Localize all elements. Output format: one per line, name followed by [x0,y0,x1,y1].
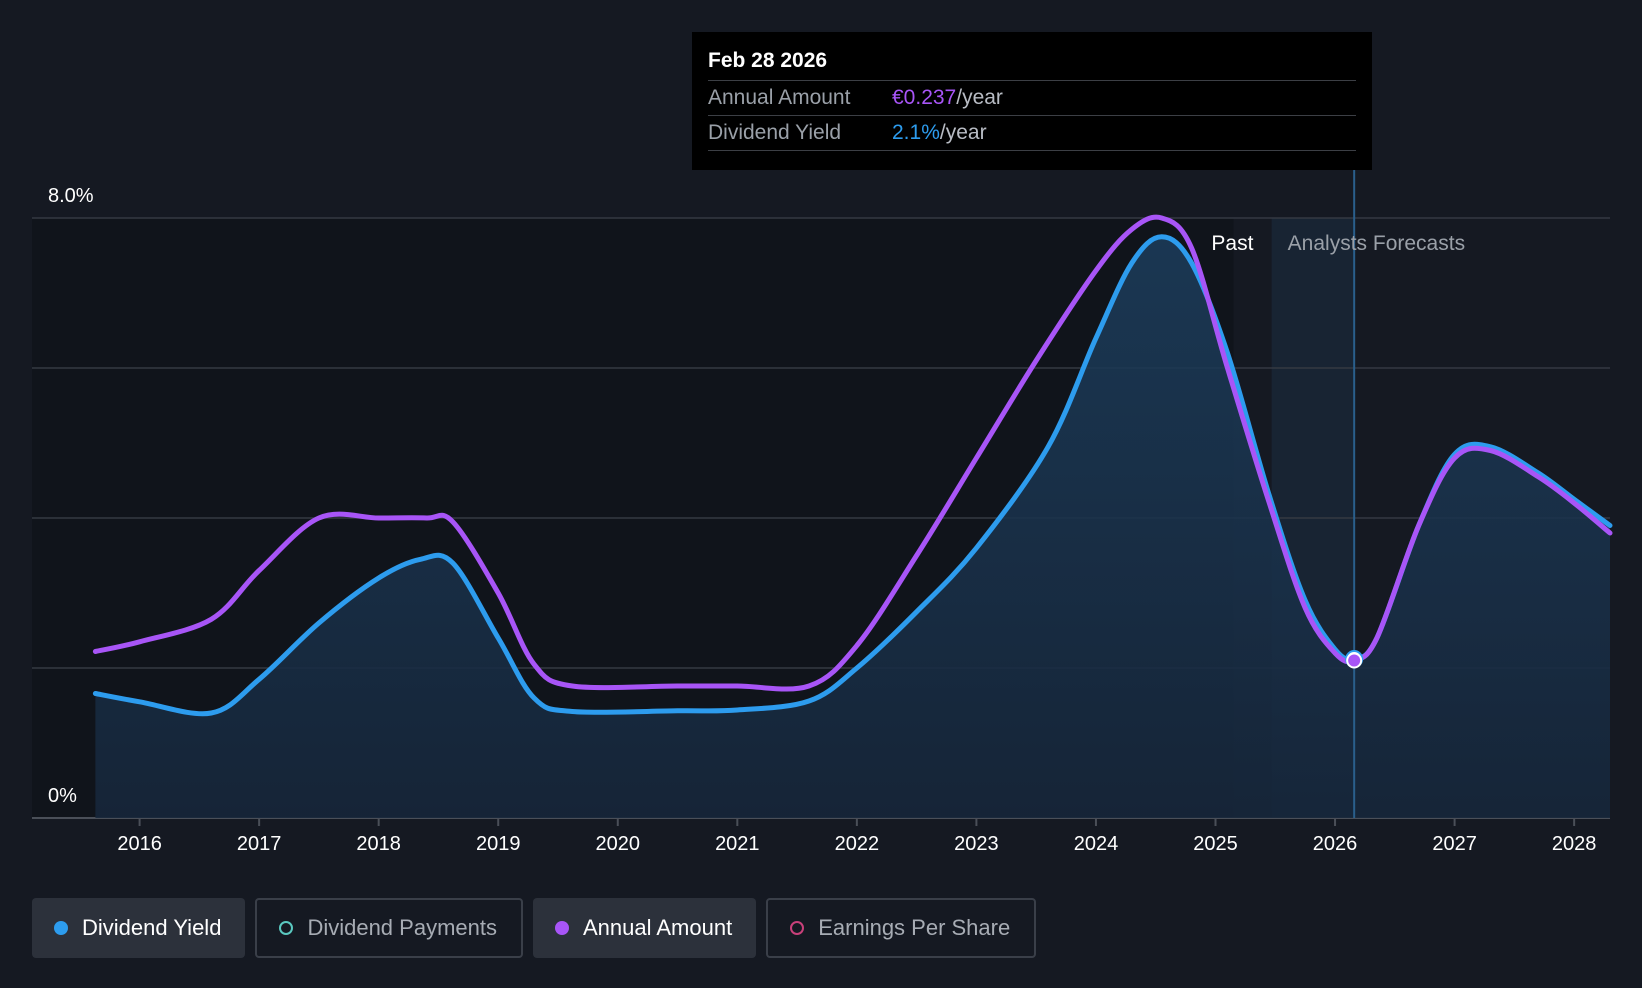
legend: Dividend Yield Dividend Payments Annual … [32,898,1037,958]
tooltip-unit: /year [956,86,1003,109]
x-tick-label: 2022 [835,833,880,855]
tooltip-date: Feb 28 2026 [708,46,1356,81]
earnings-per-share-ring-icon [790,921,805,935]
tooltip-label: Dividend Yield [708,121,842,144]
legend-dividend-yield[interactable]: Dividend Yield [32,898,246,958]
x-tick-label: 2024 [1074,833,1119,855]
legend-label: Dividend Payments [307,915,497,940]
y-axis-max-label: 8.0% [48,185,94,207]
x-tick-label: 2023 [954,833,999,855]
tooltip-unit: /year [939,121,987,144]
tooltip-label: Annual Amount [708,86,851,109]
x-tick-label: 2018 [356,833,401,855]
past-label: Past [1211,232,1253,255]
x-tick-label: 2028 [1552,833,1597,855]
x-tick-label: 2020 [596,833,641,855]
tooltip-value: €0.237 [892,86,957,109]
annual-amount-dot-icon [554,921,569,935]
legend-dividend-payments[interactable]: Dividend Payments [255,898,523,958]
x-tick-label: 2027 [1432,833,1477,855]
legend-label: Earnings Per Share [818,915,1011,940]
tooltip: Feb 28 2026 Annual Amount €0.237 /year D… [692,32,1372,170]
tooltip-value: 2.1% [892,121,940,144]
legend-annual-amount[interactable]: Annual Amount [532,898,757,958]
forecast-label: Analysts Forecasts [1288,232,1465,255]
dividend-payments-ring-icon [279,921,294,935]
legend-earnings-per-share[interactable]: Earnings Per Share [766,898,1037,958]
x-tick-label: 2016 [117,833,162,855]
dividend-yield-dot-icon [54,921,68,935]
x-tick-label: 2025 [1193,833,1238,855]
annual-amount-line [92,214,1613,692]
selected-amount-marker[interactable] [1346,652,1363,669]
x-tick-label: 2021 [715,833,760,855]
x-tick-label: 2017 [237,833,282,855]
legend-label: Annual Amount [582,915,733,940]
tooltip-row-annual-amount: Annual Amount €0.237 /year [708,81,1356,116]
x-tick-label: 2026 [1313,833,1358,855]
legend-label: Dividend Yield [82,915,222,940]
y-axis-min-label: 0% [48,785,77,807]
x-tick-label: 2019 [476,833,521,855]
tooltip-row-dividend-yield: Dividend Yield 2.1% /year [708,116,1356,151]
